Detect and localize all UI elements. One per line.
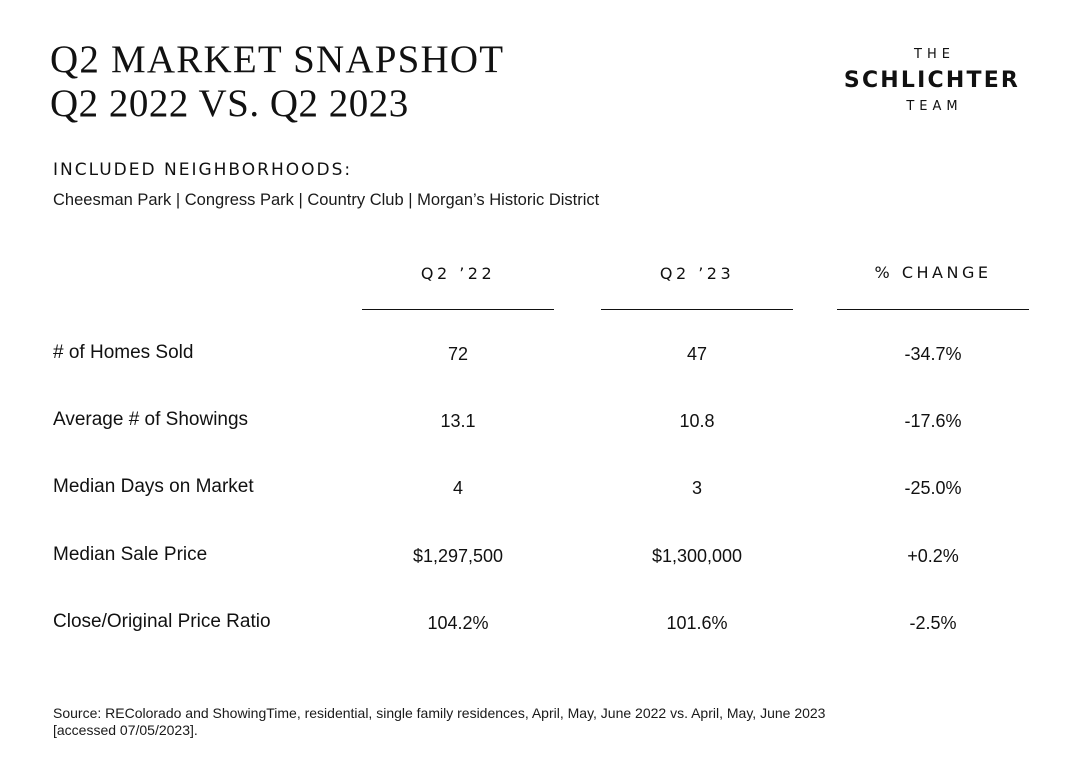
cell-change: +0.2% xyxy=(907,546,959,566)
cell-change: -25.0% xyxy=(904,478,962,498)
column-divider xyxy=(362,309,554,310)
cell-q2-23: 101.6% xyxy=(666,613,728,633)
cell-q2-22: 104.2% xyxy=(427,613,489,633)
cell-q2-23: 10.8 xyxy=(679,411,715,431)
brand-logo: THE SCHLICHTER TEAM xyxy=(836,46,1028,116)
column-divider xyxy=(837,309,1029,310)
neighborhoods-heading: INCLUDED NEIGHBORHOODS: xyxy=(53,160,353,180)
source-footnote: Source: REColorado and ShowingTime, resi… xyxy=(53,705,1013,739)
logo-team: TEAM xyxy=(906,99,963,114)
cell-change: -17.6% xyxy=(904,411,962,431)
cell-q2-23: 3 xyxy=(691,478,702,498)
cell-change: -34.7% xyxy=(904,344,962,364)
row-label: Median Sale Price xyxy=(53,544,208,565)
neighborhoods-list: Cheesman Park | Congress Park | Country … xyxy=(53,191,600,209)
logo-the: THE xyxy=(914,47,955,62)
column-header-q2-22: Q2 ’22 xyxy=(420,264,496,283)
source-line-2: [accessed 07/05/2023]. xyxy=(53,722,198,738)
page-title: Q2 MARKET SNAPSHOT Q2 2022 VS. Q2 2023 xyxy=(50,38,504,126)
row-label: Median Days on Market xyxy=(53,476,254,497)
row-label: Average # of Showings xyxy=(53,409,249,430)
row-label: Close/Original Price Ratio xyxy=(53,611,271,632)
cell-q2-23: 47 xyxy=(686,344,708,364)
cell-q2-22: 72 xyxy=(447,344,469,364)
cell-q2-22: $1,297,500 xyxy=(412,546,504,566)
title-line-1: Q2 MARKET SNAPSHOT xyxy=(50,38,505,81)
row-label: # of Homes Sold xyxy=(53,342,194,363)
source-line-1: Source: REColorado and ShowingTime, resi… xyxy=(53,705,826,721)
title-line-2: Q2 2022 VS. Q2 2023 xyxy=(50,82,409,125)
cell-q2-23: $1,300,000 xyxy=(651,546,743,566)
cell-q2-22: 4 xyxy=(452,478,463,498)
column-header-q2-23: Q2 ’23 xyxy=(659,264,735,283)
column-divider xyxy=(601,309,793,310)
column-header-change: % CHANGE xyxy=(874,263,992,282)
logo-name: SCHLICHTER xyxy=(843,68,1021,93)
cell-q2-22: 13.1 xyxy=(440,411,476,431)
cell-change: -2.5% xyxy=(909,613,957,633)
